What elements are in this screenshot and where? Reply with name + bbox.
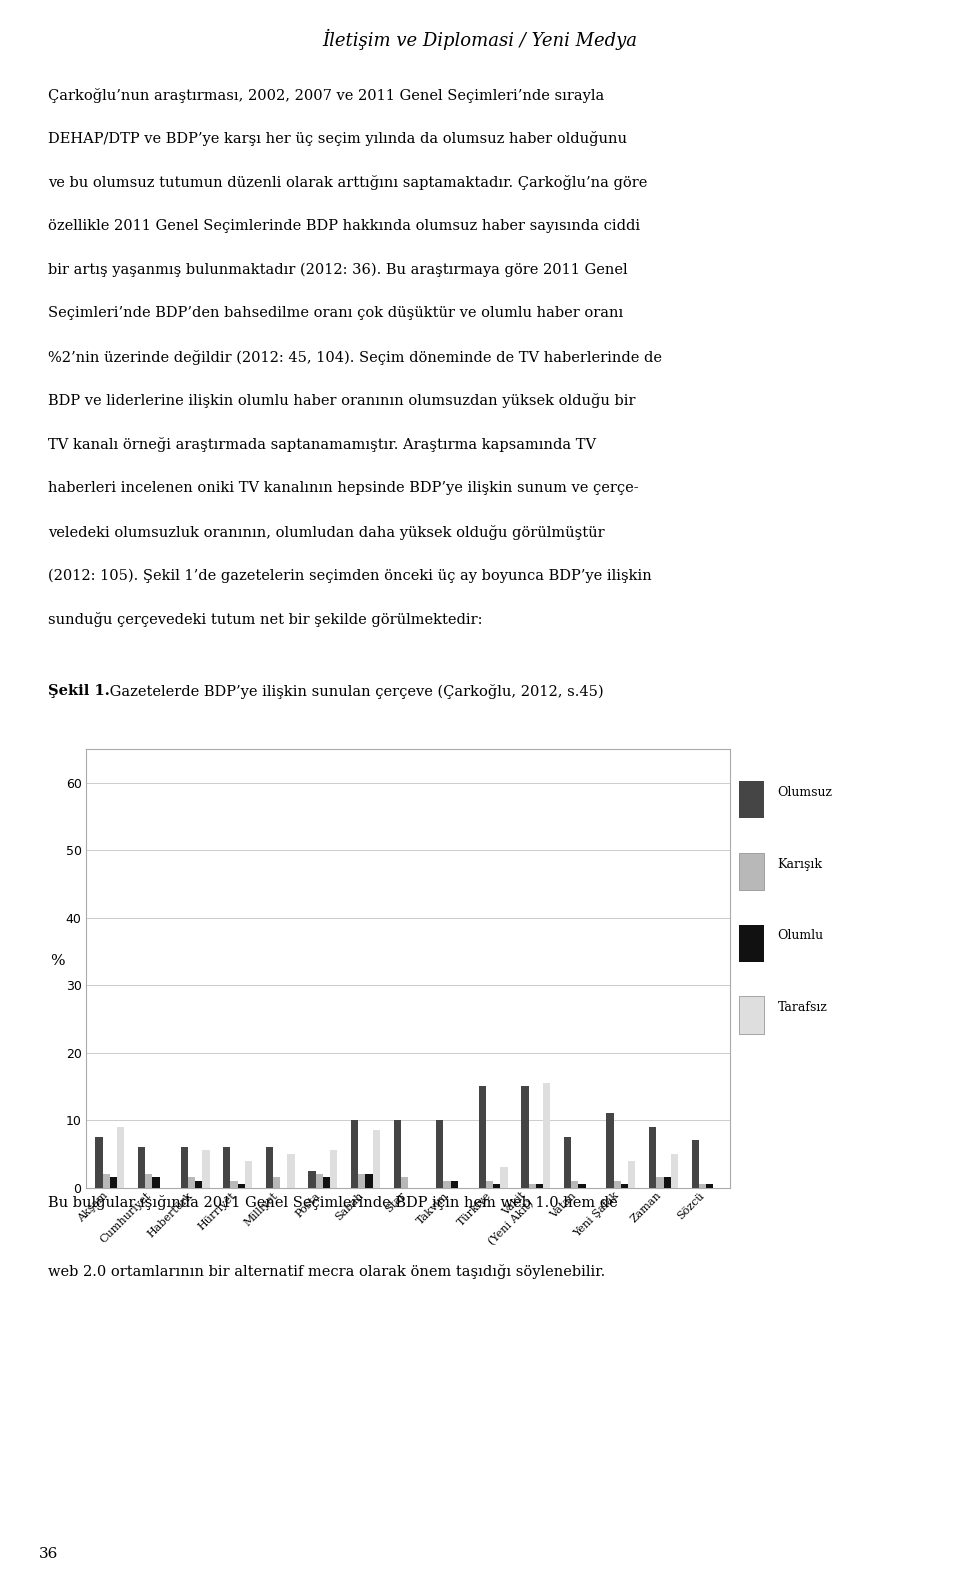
Bar xyxy=(323,1178,330,1188)
Bar xyxy=(109,1178,117,1188)
Bar xyxy=(692,1140,699,1188)
Bar xyxy=(245,1160,252,1188)
Bar xyxy=(308,1170,316,1188)
Bar xyxy=(145,1175,153,1188)
Text: DEHAP/DTP ve BDP’ye karşı her üç seçim yılında da olumsuz haber olduğunu: DEHAP/DTP ve BDP’ye karşı her üç seçim y… xyxy=(48,131,627,147)
Bar xyxy=(287,1154,295,1188)
Bar xyxy=(571,1181,578,1188)
Text: İletişim ve Diplomasi / Yeni Medya: İletişim ve Diplomasi / Yeni Medya xyxy=(323,29,637,51)
Bar xyxy=(613,1181,621,1188)
Bar xyxy=(230,1181,238,1188)
Bar xyxy=(649,1127,657,1188)
Text: ve bu olumsuz tutumun düzenli olarak arttığını saptamaktadır. Çarkoğlu’na göre: ve bu olumsuz tutumun düzenli olarak art… xyxy=(48,175,647,190)
Bar xyxy=(203,1151,209,1188)
Bar xyxy=(372,1130,380,1188)
Text: Seçimleri’nde BDP’den bahsedilme oranı çok düşüktür ve olumlu haber oranı: Seçimleri’nde BDP’den bahsedilme oranı ç… xyxy=(48,306,623,320)
Text: web 2.0 ortamlarının bir alternatif mecra olarak önem taşıdığı söylenebilir.: web 2.0 ortamlarının bir alternatif mecr… xyxy=(48,1264,605,1280)
Bar xyxy=(330,1151,337,1188)
Bar xyxy=(529,1184,536,1188)
Text: veledeki olumsuzluk oranının, olumludan daha yüksek olduğu görülmüştür: veledeki olumsuzluk oranının, olumludan … xyxy=(48,524,605,539)
Bar xyxy=(543,1082,550,1188)
Y-axis label: %: % xyxy=(50,955,64,969)
Bar xyxy=(195,1181,203,1188)
Text: BDP ve liderlerine ilişkin olumlu haber oranının olumsuzdan yüksek olduğu bir: BDP ve liderlerine ilişkin olumlu haber … xyxy=(48,394,636,408)
Text: %2’nin üzerinde değildir (2012: 45, 104). Seçim döneminde de TV haberlerinde de: %2’nin üzerinde değildir (2012: 45, 104)… xyxy=(48,349,662,365)
Text: TV kanalı örneği araştırmada saptanamamıştır. Araştırma kapsamında TV: TV kanalı örneği araştırmada saptanamamı… xyxy=(48,437,596,453)
Bar xyxy=(138,1148,145,1188)
Bar xyxy=(663,1178,671,1188)
Text: Gazetelerde BDP’ye ilişkin sunulan çerçeve (Çarkoğlu, 2012, s.45): Gazetelerde BDP’ye ilişkin sunulan çerçe… xyxy=(105,684,604,698)
Bar xyxy=(500,1167,508,1188)
Bar xyxy=(493,1184,500,1188)
Text: haberleri incelenen oniki TV kanalının hepsinde BDP’ye ilişkin sunum ve çerçe-: haberleri incelenen oniki TV kanalının h… xyxy=(48,481,638,494)
Bar xyxy=(366,1175,372,1188)
Bar xyxy=(699,1184,707,1188)
Bar xyxy=(223,1148,230,1188)
Text: Olumsuz: Olumsuz xyxy=(778,786,832,799)
Text: sunduğu çerçevedeki tutum net bir şekilde görülmektedir:: sunduğu çerçevedeki tutum net bir şekild… xyxy=(48,612,483,626)
Text: Bu bulgular ışığında 2011 Genel Seçimlerinde BDP için hem web 1.0 hem de: Bu bulgular ışığında 2011 Genel Seçimler… xyxy=(48,1196,617,1210)
FancyBboxPatch shape xyxy=(739,996,764,1033)
Bar xyxy=(564,1137,571,1188)
Bar xyxy=(436,1121,444,1188)
Bar xyxy=(486,1181,493,1188)
Bar xyxy=(238,1184,245,1188)
Bar xyxy=(450,1181,458,1188)
Bar xyxy=(358,1175,366,1188)
FancyBboxPatch shape xyxy=(739,853,764,889)
Bar xyxy=(188,1178,195,1188)
Text: Karışık: Karışık xyxy=(778,858,823,870)
Text: Çarkoğlu’nun araştırması, 2002, 2007 ve 2011 Genel Seçimleri’nde sırayla: Çarkoğlu’nun araştırması, 2002, 2007 ve … xyxy=(48,88,604,102)
Bar xyxy=(153,1178,159,1188)
Bar xyxy=(394,1121,400,1188)
Bar xyxy=(95,1137,103,1188)
Bar xyxy=(400,1178,408,1188)
Bar xyxy=(351,1121,358,1188)
Bar xyxy=(521,1087,529,1188)
Bar xyxy=(316,1175,323,1188)
Text: (2012: 105). Şekil 1’de gazetelerin seçimden önceki üç ay boyunca BDP’ye ilişkin: (2012: 105). Şekil 1’de gazetelerin seçi… xyxy=(48,567,652,583)
Text: 36: 36 xyxy=(38,1548,58,1561)
FancyBboxPatch shape xyxy=(739,781,764,818)
Bar xyxy=(657,1178,663,1188)
Bar xyxy=(444,1181,450,1188)
Bar xyxy=(266,1148,273,1188)
Bar xyxy=(479,1087,486,1188)
Bar xyxy=(578,1184,586,1188)
Bar xyxy=(180,1148,188,1188)
Bar xyxy=(117,1127,124,1188)
Bar xyxy=(536,1184,543,1188)
Bar xyxy=(671,1154,678,1188)
FancyBboxPatch shape xyxy=(739,925,764,961)
Text: bir artış yaşanmış bulunmaktadır (2012: 36). Bu araştırmaya göre 2011 Genel: bir artış yaşanmış bulunmaktadır (2012: … xyxy=(48,263,628,277)
Bar xyxy=(607,1113,613,1188)
Text: özellikle 2011 Genel Seçimlerinde BDP hakkında olumsuz haber sayısında ciddi: özellikle 2011 Genel Seçimlerinde BDP ha… xyxy=(48,218,640,233)
Bar xyxy=(628,1160,636,1188)
Text: Olumlu: Olumlu xyxy=(778,929,824,942)
Text: Tarafsız: Tarafsız xyxy=(778,1001,828,1014)
Bar xyxy=(707,1184,713,1188)
Bar xyxy=(621,1184,628,1188)
Bar xyxy=(273,1178,280,1188)
Bar xyxy=(103,1175,109,1188)
Text: Şekil 1.: Şekil 1. xyxy=(48,684,109,698)
